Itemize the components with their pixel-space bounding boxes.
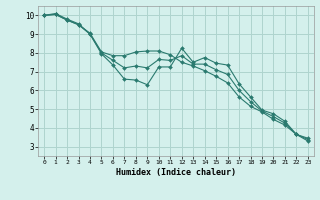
X-axis label: Humidex (Indice chaleur): Humidex (Indice chaleur) (116, 168, 236, 177)
